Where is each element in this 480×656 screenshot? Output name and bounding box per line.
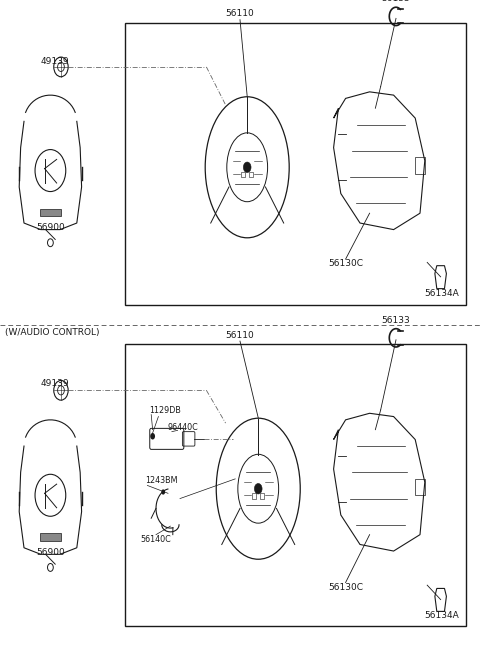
Text: 56110: 56110 — [226, 9, 254, 18]
Text: 56110: 56110 — [226, 331, 254, 340]
Text: 56900: 56900 — [36, 223, 65, 232]
Text: 49139: 49139 — [41, 379, 70, 388]
Text: 56133: 56133 — [382, 0, 410, 3]
Text: 56133: 56133 — [382, 316, 410, 325]
Text: 56134A: 56134A — [424, 289, 459, 298]
Text: 56140C: 56140C — [141, 535, 171, 544]
Circle shape — [161, 489, 165, 495]
Circle shape — [254, 483, 262, 494]
Circle shape — [243, 162, 251, 173]
Text: 56130C: 56130C — [328, 583, 363, 592]
Bar — [241, 172, 245, 177]
Bar — [125, 23, 466, 305]
Text: 56130C: 56130C — [328, 259, 363, 268]
Text: 49139: 49139 — [41, 56, 70, 66]
Bar — [415, 157, 425, 174]
Bar — [260, 493, 264, 499]
Bar — [40, 533, 61, 541]
Text: 56900: 56900 — [36, 548, 65, 557]
Text: 96440C: 96440C — [167, 422, 198, 432]
Text: (W/AUDIO CONTROL): (W/AUDIO CONTROL) — [5, 328, 99, 337]
Bar — [249, 172, 253, 177]
Bar — [125, 344, 466, 626]
Bar — [252, 493, 256, 499]
Text: 1243BM: 1243BM — [145, 476, 178, 485]
Text: 1129DB: 1129DB — [149, 405, 180, 415]
Circle shape — [150, 433, 155, 440]
Text: 56134A: 56134A — [424, 611, 459, 621]
Bar — [40, 209, 61, 216]
Bar — [415, 479, 425, 495]
